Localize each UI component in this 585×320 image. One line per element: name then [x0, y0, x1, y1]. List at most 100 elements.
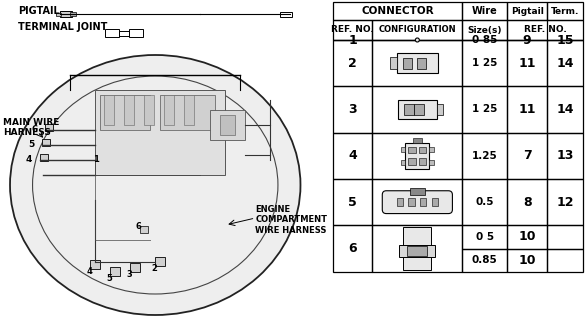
Bar: [221, 115, 235, 135]
Bar: [429, 160, 433, 165]
Bar: [420, 198, 426, 206]
Text: 2: 2: [348, 57, 357, 70]
Text: 12: 12: [556, 196, 574, 209]
Bar: [507, 249, 547, 272]
Bar: [547, 179, 583, 225]
Bar: [462, 225, 507, 249]
Bar: [144, 95, 154, 125]
Text: 0 85: 0 85: [472, 35, 497, 45]
Bar: [419, 158, 426, 165]
Bar: [404, 104, 414, 115]
Bar: [373, 133, 462, 179]
Bar: [437, 104, 443, 115]
Text: 1: 1: [348, 34, 357, 46]
Bar: [104, 95, 114, 125]
Bar: [184, 95, 194, 125]
Bar: [332, 40, 373, 86]
Text: 13: 13: [556, 149, 574, 162]
Bar: [373, 86, 462, 133]
Text: 14: 14: [556, 57, 574, 70]
Bar: [332, 86, 373, 133]
Bar: [507, 40, 547, 86]
FancyBboxPatch shape: [415, 38, 419, 42]
Text: 5: 5: [28, 140, 35, 149]
Text: Pigtail: Pigtail: [511, 6, 543, 15]
Bar: [547, 40, 583, 86]
Bar: [140, 226, 148, 233]
Bar: [332, 179, 373, 225]
Bar: [547, 225, 583, 249]
Text: 4: 4: [26, 155, 32, 164]
Bar: [124, 95, 134, 125]
Text: MAIN WIRE
HARNESS: MAIN WIRE HARNESS: [3, 118, 60, 137]
Bar: [373, 40, 462, 86]
Bar: [397, 198, 403, 206]
Bar: [547, 86, 583, 133]
Bar: [164, 95, 174, 125]
Text: 7: 7: [523, 149, 532, 162]
Text: 1.25: 1.25: [472, 151, 498, 161]
Text: 6: 6: [31, 125, 37, 134]
Bar: [130, 263, 140, 272]
Bar: [42, 139, 50, 146]
Text: Term.: Term.: [551, 6, 579, 15]
Bar: [408, 147, 416, 153]
Bar: [414, 104, 424, 115]
Bar: [129, 29, 143, 37]
Bar: [404, 257, 431, 270]
Text: 5: 5: [348, 196, 357, 209]
Bar: [332, 225, 373, 272]
Bar: [402, 58, 412, 68]
Bar: [507, 179, 547, 225]
Bar: [397, 53, 438, 73]
Bar: [400, 245, 435, 257]
Text: 10: 10: [518, 230, 536, 244]
Bar: [507, 2, 547, 20]
Bar: [507, 86, 547, 133]
Text: 3: 3: [126, 270, 132, 279]
Bar: [412, 138, 422, 143]
Bar: [547, 2, 583, 20]
Bar: [405, 143, 429, 169]
Bar: [110, 267, 120, 276]
Text: 3: 3: [348, 103, 357, 116]
Bar: [60, 11, 72, 17]
Text: CONFIGURATION: CONFIGURATION: [378, 26, 456, 35]
Text: Size(s): Size(s): [467, 26, 502, 35]
Bar: [410, 188, 425, 195]
Bar: [70, 12, 76, 16]
Text: 0.5: 0.5: [476, 197, 494, 207]
Bar: [45, 124, 53, 131]
Bar: [401, 147, 405, 152]
Text: 0.85: 0.85: [472, 255, 498, 265]
Text: 4: 4: [348, 149, 357, 162]
Bar: [401, 160, 405, 165]
Bar: [211, 110, 245, 140]
Bar: [373, 225, 462, 272]
Bar: [404, 227, 431, 245]
Bar: [462, 2, 507, 20]
Bar: [507, 20, 583, 40]
Bar: [332, 133, 373, 179]
Bar: [417, 58, 426, 68]
Bar: [408, 198, 415, 206]
Text: 14: 14: [556, 103, 574, 116]
Bar: [119, 30, 129, 36]
Text: 11: 11: [518, 103, 536, 116]
Bar: [100, 95, 150, 130]
Text: PIGTAIL: PIGTAIL: [18, 6, 60, 16]
Text: 6: 6: [348, 242, 357, 255]
Bar: [332, 2, 462, 20]
Text: 15: 15: [556, 34, 574, 46]
Text: 1: 1: [93, 155, 99, 164]
Ellipse shape: [11, 55, 300, 315]
Text: 10: 10: [518, 253, 536, 267]
Text: 6: 6: [135, 222, 141, 231]
Bar: [408, 158, 416, 165]
Text: REF. NO.: REF. NO.: [524, 26, 566, 35]
Bar: [407, 246, 427, 256]
Bar: [432, 198, 438, 206]
Bar: [95, 90, 225, 175]
Bar: [462, 40, 507, 86]
Bar: [547, 133, 583, 179]
